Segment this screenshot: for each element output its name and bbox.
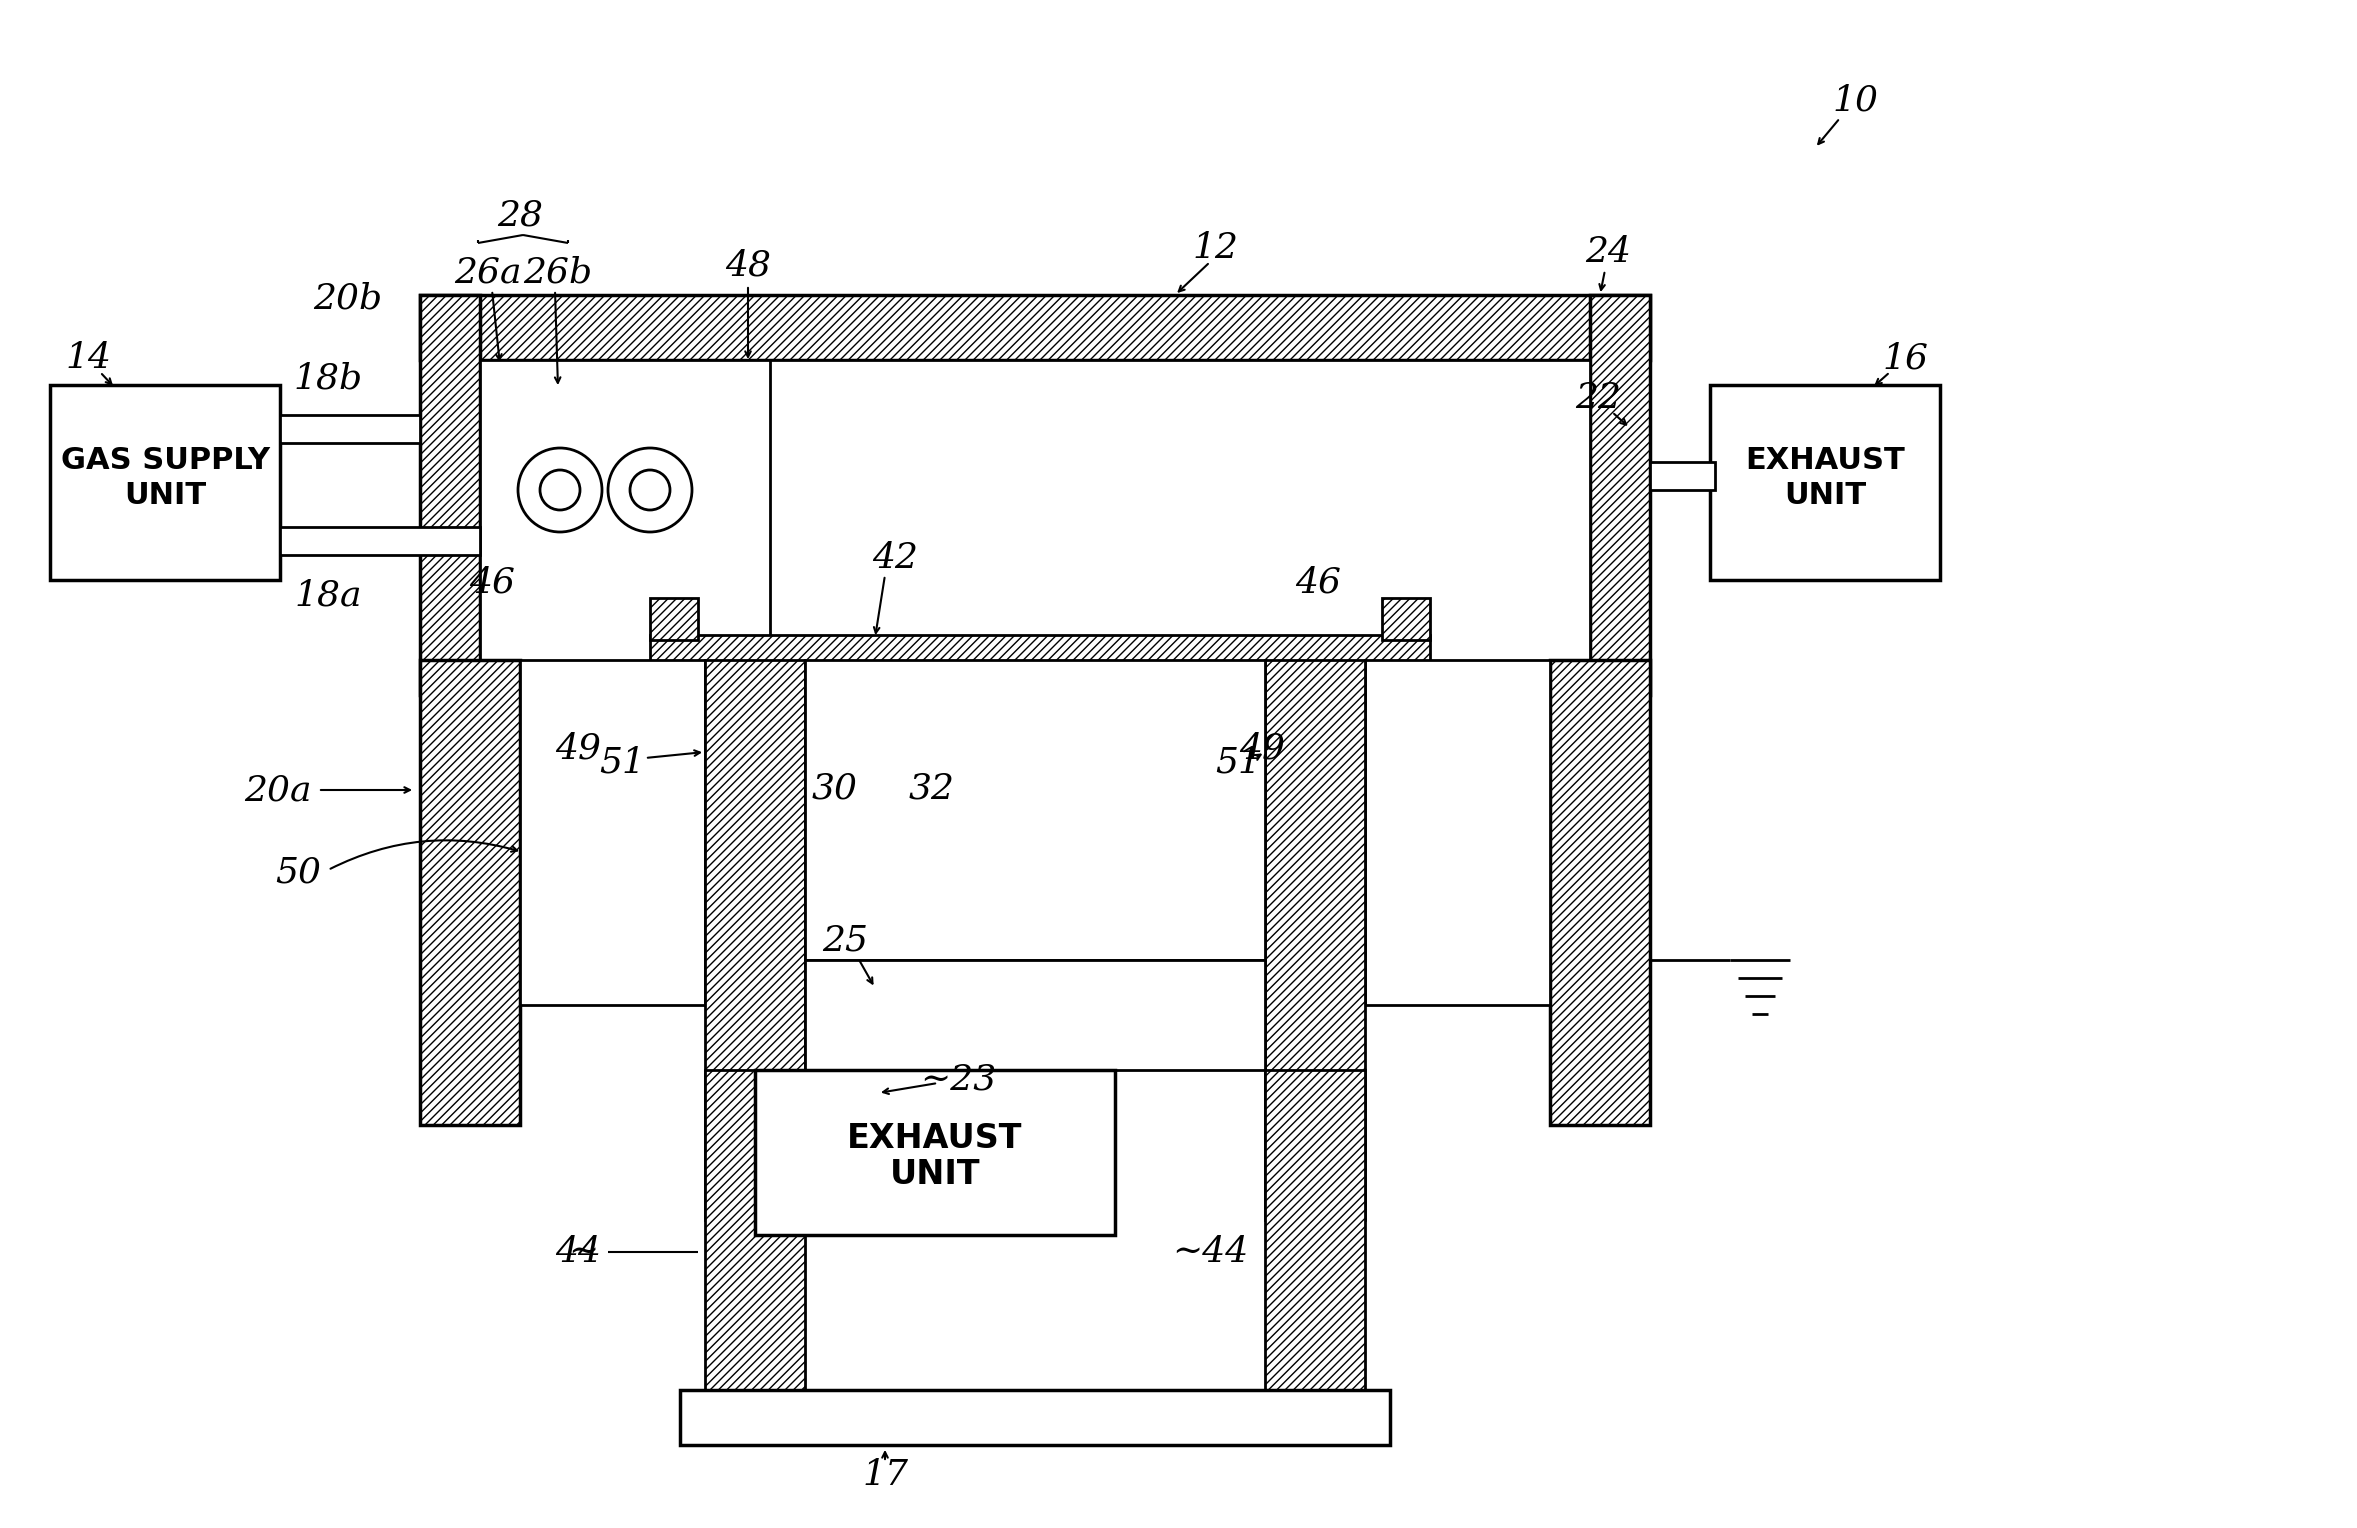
- Text: 32: 32: [910, 772, 955, 805]
- Bar: [705, 1070, 806, 1390]
- Text: 28: 28: [497, 199, 542, 232]
- Text: 24: 24: [1584, 235, 1631, 269]
- Text: 46: 46: [469, 565, 514, 599]
- Text: ∼23: ∼23: [919, 1063, 997, 1097]
- Bar: [681, 1390, 1391, 1445]
- Bar: [754, 1070, 1115, 1235]
- Bar: [49, 385, 280, 581]
- Text: 16: 16: [1881, 341, 1928, 374]
- Text: 42: 42: [872, 541, 917, 575]
- Text: 18a: 18a: [295, 578, 361, 613]
- Bar: [651, 636, 1431, 672]
- Text: 51: 51: [1214, 746, 1261, 779]
- Bar: [420, 295, 1650, 361]
- Text: 18b: 18b: [292, 361, 363, 396]
- Text: 48: 48: [726, 248, 771, 283]
- Text: ∼44: ∼44: [1171, 1235, 1249, 1268]
- Text: 51: 51: [599, 746, 646, 779]
- Text: UNIT: UNIT: [1784, 480, 1867, 509]
- Bar: [806, 660, 1266, 960]
- Bar: [1266, 660, 1365, 1219]
- Text: UNIT: UNIT: [889, 1158, 981, 1192]
- Text: ∼: ∼: [568, 1235, 599, 1268]
- Text: 25: 25: [823, 923, 867, 957]
- Bar: [481, 361, 771, 669]
- Text: 44: 44: [554, 1235, 601, 1268]
- Bar: [705, 660, 806, 1219]
- Text: 46: 46: [1294, 565, 1341, 599]
- Text: EXHAUST: EXHAUST: [846, 1122, 1023, 1155]
- Bar: [1365, 660, 1551, 1005]
- Bar: [1381, 597, 1431, 640]
- Text: 50: 50: [276, 856, 321, 889]
- Text: 20a: 20a: [245, 773, 311, 807]
- Bar: [1709, 385, 1940, 581]
- Bar: [1266, 1070, 1365, 1390]
- Bar: [420, 660, 521, 1125]
- Text: 10: 10: [1831, 83, 1879, 118]
- Text: 49: 49: [554, 730, 601, 766]
- Text: UNIT: UNIT: [125, 480, 205, 509]
- Text: 14: 14: [66, 341, 111, 374]
- Text: 30: 30: [813, 772, 858, 805]
- Text: 26a: 26a: [455, 255, 521, 289]
- Text: 49: 49: [1240, 730, 1285, 766]
- Bar: [1551, 660, 1650, 1125]
- Bar: [420, 295, 481, 695]
- Text: 26b: 26b: [523, 255, 592, 289]
- Bar: [1591, 295, 1650, 695]
- Bar: [521, 660, 705, 1005]
- Text: GAS SUPPLY: GAS SUPPLY: [61, 446, 269, 475]
- Bar: [481, 361, 1591, 669]
- Bar: [1650, 461, 1716, 490]
- Text: 17: 17: [863, 1458, 907, 1491]
- Text: 12: 12: [1193, 231, 1237, 264]
- Text: EXHAUST: EXHAUST: [1744, 446, 1904, 475]
- Bar: [280, 416, 420, 443]
- Bar: [280, 527, 481, 555]
- Bar: [651, 597, 698, 640]
- Bar: [806, 960, 1266, 1070]
- Text: 22: 22: [1574, 380, 1622, 416]
- Text: 20b: 20b: [313, 281, 382, 315]
